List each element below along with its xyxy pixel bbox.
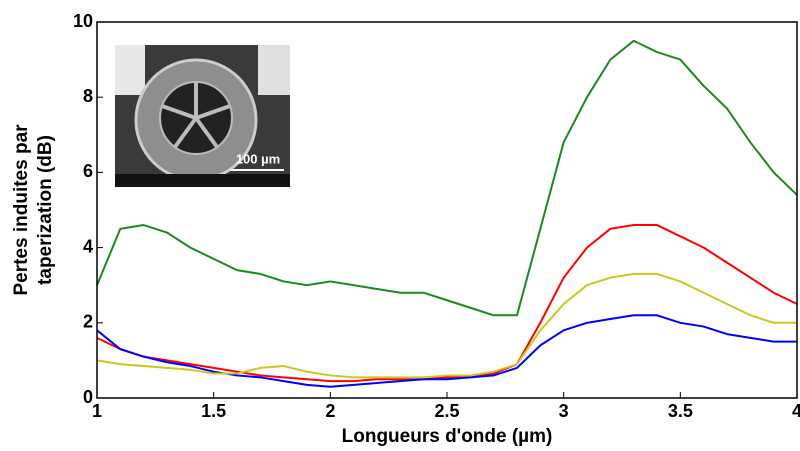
series-line xyxy=(96,314,797,388)
y-tick-label: 4 xyxy=(83,236,93,256)
inset-footer xyxy=(115,174,290,187)
y-axis-label: taperization (dB) xyxy=(35,135,56,285)
fiber-struts xyxy=(161,82,231,149)
x-tick-label: 1 xyxy=(92,401,102,421)
x-tick-label: 2.5 xyxy=(434,401,459,421)
series-line xyxy=(96,39,798,317)
y-axis-label: Pertes induites par xyxy=(11,124,32,296)
scale-label: 100 µm xyxy=(236,151,280,166)
series-line xyxy=(96,272,797,379)
x-tick-label: 2 xyxy=(325,401,335,421)
x-tick-label: 4 xyxy=(792,401,800,421)
x-axis-label: Longueurs d'onde (µm) xyxy=(342,426,553,447)
x-tick-label: 3 xyxy=(559,401,569,421)
x-tick-label: 1.5 xyxy=(201,401,226,421)
y-tick-label: 0 xyxy=(83,387,93,407)
y-tick-label: 10 xyxy=(73,11,93,31)
x-tick-label: 3.5 xyxy=(668,401,693,421)
plot-area xyxy=(96,39,798,388)
y-tick-label: 8 xyxy=(83,86,93,106)
y-tick-label: 6 xyxy=(83,161,93,181)
inset-highlight xyxy=(258,45,290,95)
series-line xyxy=(96,224,798,383)
inset-image: 100 µm xyxy=(115,45,290,187)
inset-highlight xyxy=(115,45,145,95)
y-tick-label: 2 xyxy=(83,312,93,332)
